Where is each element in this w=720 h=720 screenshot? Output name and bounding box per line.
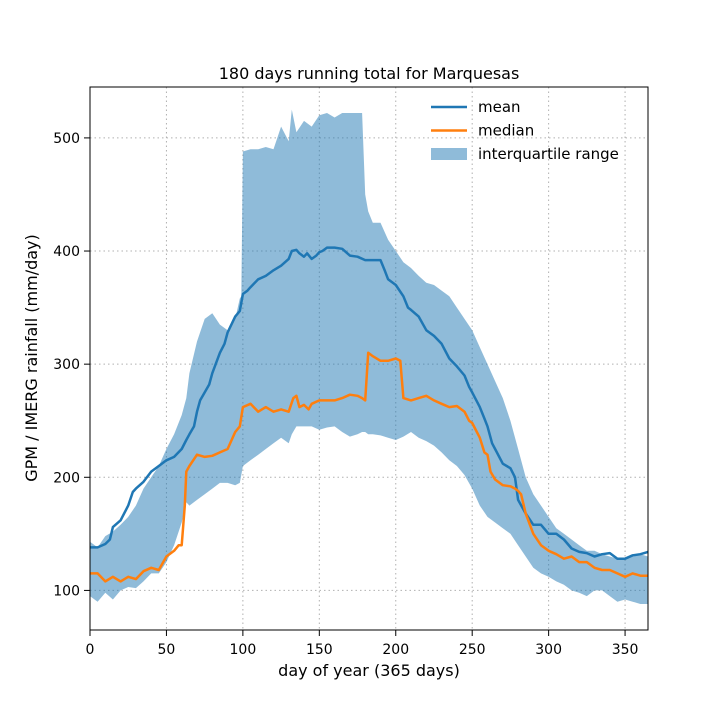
x-tick-label: 0	[86, 642, 95, 658]
x-tick-label: 300	[535, 642, 562, 658]
legend-swatch-iqr	[431, 148, 467, 160]
y-axis-ticks: 100 200 300 400 500	[53, 131, 90, 599]
x-axis-ticks: 0 50 100 150 200 250 300 350	[86, 630, 639, 658]
median-line	[90, 351, 648, 583]
legend-label: interquartile range	[478, 145, 619, 163]
y-tick-label: 200	[53, 470, 80, 486]
legend-label: median	[478, 122, 534, 140]
y-tick-label: 500	[53, 131, 80, 147]
y-tick-label: 100	[53, 583, 80, 599]
x-tick-label: 50	[158, 642, 176, 658]
plot-frame	[89, 86, 649, 631]
x-tick-label: 250	[459, 642, 486, 658]
x-tick-label: 350	[612, 642, 639, 658]
x-tick-label: 150	[306, 642, 333, 658]
x-tick-label: 100	[230, 642, 257, 658]
x-tick-label: 200	[382, 642, 409, 658]
legend: mean median interquartile range	[431, 98, 619, 163]
series-lines	[90, 246, 649, 583]
y-axis-label: GPM / IMERG rainfall (mm/day)	[22, 234, 41, 482]
legend-label: mean	[478, 98, 521, 116]
chart-title: 180 days running total for Marquesas	[219, 64, 520, 83]
y-tick-label: 400	[53, 244, 80, 260]
y-tick-label: 300	[53, 357, 80, 373]
x-axis-label: day of year (365 days)	[278, 661, 460, 680]
